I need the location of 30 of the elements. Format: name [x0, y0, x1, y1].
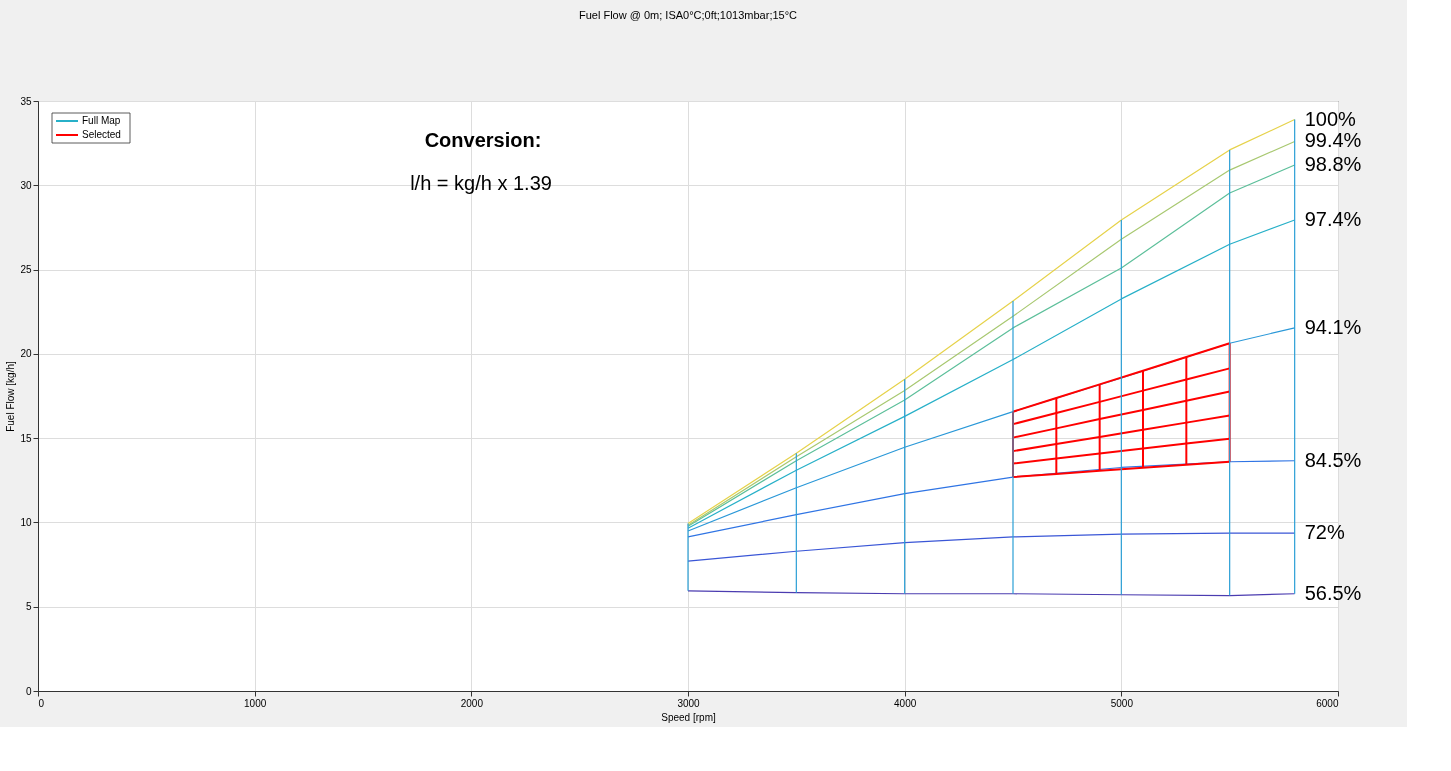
series-label: 99.4% — [1304, 129, 1362, 152]
y-tick-label: 0 — [25, 685, 32, 697]
y-tick-label: 25 — [20, 264, 32, 276]
annotation: l/h = kg/h x 1.39 — [410, 172, 552, 194]
y-axis-title: Fuel Flow [kg/h] — [5, 360, 17, 432]
annotation: Full Map — [82, 115, 121, 126]
x-tick-label: 1000 — [244, 697, 267, 709]
series-label: 84.5% — [1304, 448, 1362, 471]
x-tick-label: 2000 — [460, 697, 484, 709]
series-label: 100% — [1304, 107, 1357, 130]
y-tick-label: 30 — [20, 179, 32, 191]
series-label: 72% — [1304, 521, 1345, 544]
x-tick-label: 5000 — [1110, 697, 1134, 709]
y-tick-label: 35 — [20, 95, 32, 107]
y-tick-label: 10 — [20, 516, 32, 528]
y-tick-label: 20 — [20, 348, 32, 360]
x-tick-label: 3000 — [677, 697, 701, 709]
series-label: 98.8% — [1304, 153, 1362, 176]
x-tick-label: 6000 — [1316, 697, 1339, 709]
series-label: 56.5% — [1304, 581, 1362, 604]
series-label: 97.4% — [1304, 208, 1362, 231]
legend-label: Selected — [82, 129, 121, 140]
y-tick-label: 15 — [20, 432, 32, 444]
y-tick-label: 5 — [25, 601, 32, 613]
chart-title: Fuel Flow @ 0m; ISA0°C;0ft;1013mbar;15°C — [578, 9, 798, 21]
x-tick-label: 4000 — [894, 697, 917, 709]
series-label: 94.1% — [1304, 315, 1362, 338]
x-tick-label: 0 — [38, 697, 45, 709]
annotation: Conversion: — [424, 129, 542, 151]
x-axis-title: Speed [rpm] — [661, 711, 716, 723]
